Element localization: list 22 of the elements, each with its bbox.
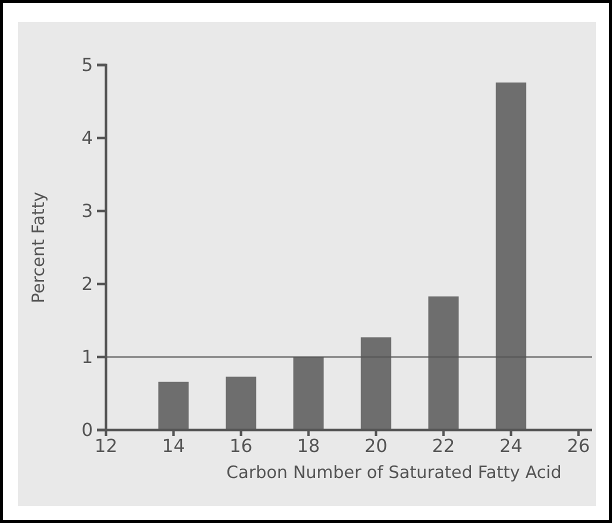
x-tick-label: 12 [94,436,118,457]
y-tick-label: 0 [82,420,93,441]
bar [158,382,189,430]
y-axis-title: Percent Fatty [29,192,49,304]
x-tick-label: 22 [432,436,455,457]
x-tick-label: 24 [500,436,522,457]
y-tick-label: 4 [82,128,93,149]
y-tick-label: 5 [82,54,93,76]
y-tick-label: 2 [82,274,93,295]
bar [496,82,526,430]
y-tick-label: 3 [82,200,93,222]
bar [293,357,324,430]
x-tick-label: 16 [230,436,252,457]
bar [428,296,459,430]
x-axis-title: Carbon Number of Saturated Fatty Acid [226,463,562,483]
bar [360,337,392,430]
x-tick-label: 26 [567,436,590,457]
x-tick-label: 18 [297,436,320,457]
x-tick-label: 20 [364,436,388,457]
bar [226,376,256,430]
y-tick-label: 1 [82,346,93,368]
x-tick-label: 14 [162,436,185,457]
